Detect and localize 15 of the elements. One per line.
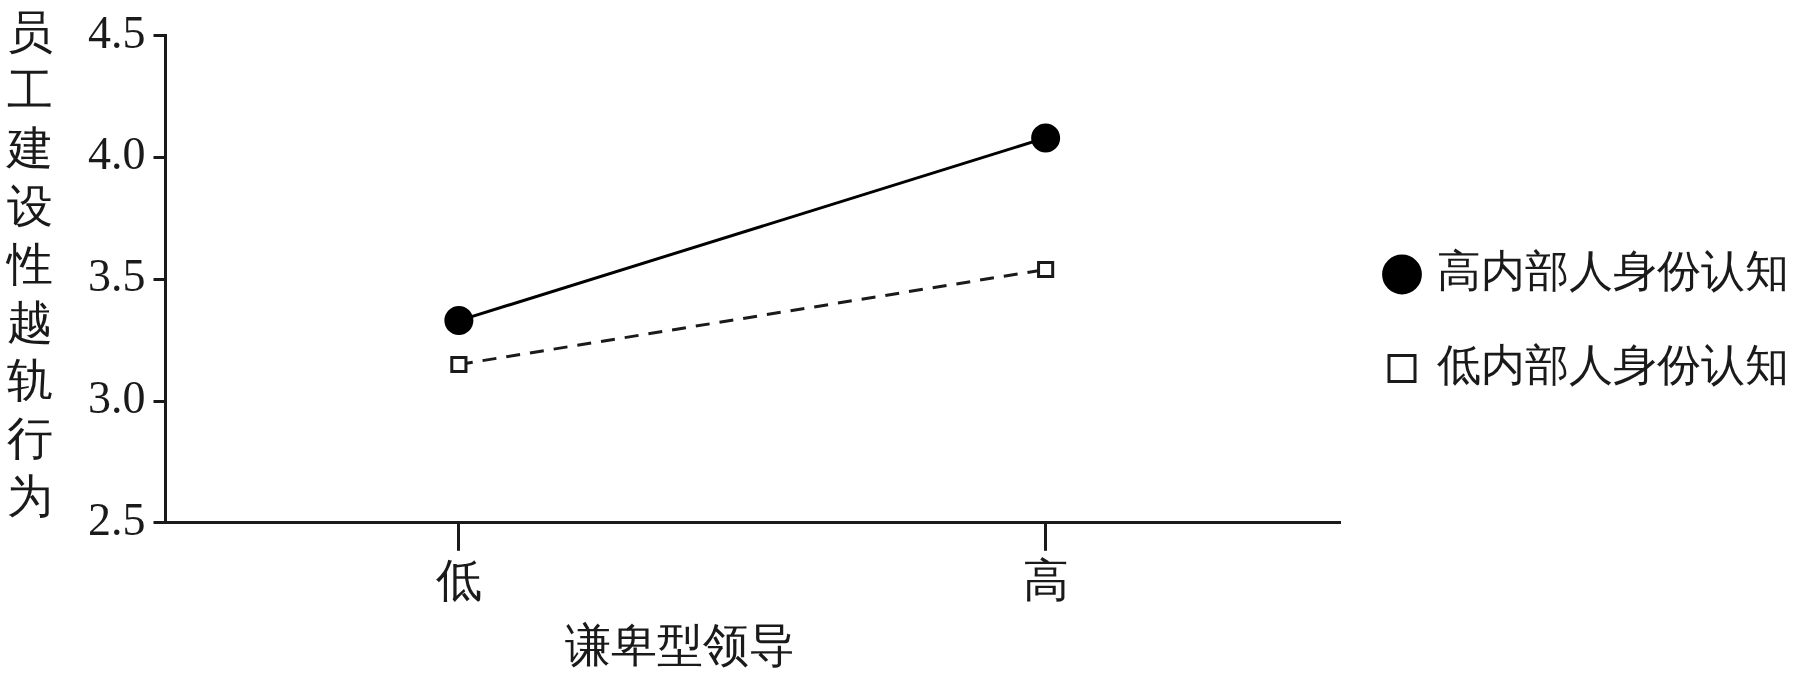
y-tick-label: 4.5	[88, 6, 146, 58]
point	[1037, 260, 1055, 279]
text: 员工建设性越轨行为	[7, 7, 53, 522]
legend-label: 高内部人身份认知	[1437, 247, 1789, 297]
y-tick-label: 3.0	[88, 372, 146, 424]
point	[450, 355, 468, 374]
point	[444, 306, 474, 336]
y-tick-label: 3.5	[88, 250, 146, 302]
point	[1031, 123, 1061, 153]
x-tick-label: 低	[435, 555, 482, 607]
y-tick-label: 2.5	[88, 493, 146, 545]
legend-label: 低内部人身份认知	[1437, 341, 1789, 391]
y-tick-label: 4.0	[88, 128, 146, 180]
x-axis-title: 谦卑型领导	[564, 619, 796, 673]
x-tick-label: 高	[1022, 555, 1069, 607]
